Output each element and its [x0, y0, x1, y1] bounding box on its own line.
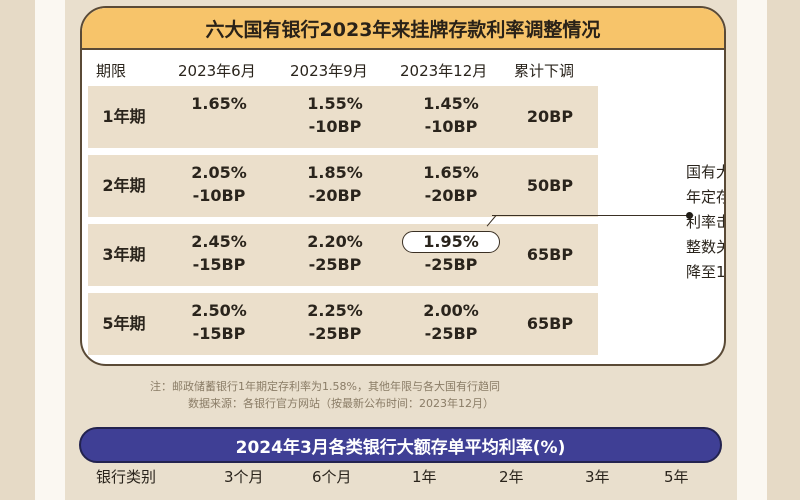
section2-title-banner: 2024年3月各类银行大额存单平均利率(%)	[79, 427, 722, 463]
total-cut: 50BP	[526, 176, 574, 195]
term-label: 3年期	[102, 245, 146, 264]
header-total: 累计下调	[514, 61, 575, 80]
header-jun: 2023年6月	[178, 61, 256, 80]
right-white-strip	[737, 0, 767, 500]
rate: 1.55%	[307, 94, 363, 113]
footnote-note: 注：邮政储蓄银行1年期定存利率为1.58%，其他年限与各大国有行趋同	[150, 380, 500, 393]
table-row: 5年期 2.50% -15BP 2.25% -25BP 2.00% -25BP 65B…	[88, 293, 598, 355]
table-row: 2年期 2.05% -10BP 1.85% -20BP 1.65% -20BP 50B…	[88, 155, 598, 217]
table-header: 期限 2023年6月 2023年9月 2023年12月 累计下调	[82, 52, 724, 88]
change: -10BP	[192, 186, 246, 205]
change: -15BP	[192, 324, 246, 343]
header-sep: 2023年9月	[290, 61, 368, 80]
change: -25BP	[308, 324, 362, 343]
change: -10BP	[424, 117, 478, 136]
change: -25BP	[308, 255, 362, 274]
term-label: 2年期	[102, 176, 146, 195]
rate: 2.45%	[191, 232, 247, 251]
term-label: 1年期	[102, 107, 146, 126]
header-dec: 2023年12月	[400, 61, 488, 80]
rate: 2.00%	[423, 301, 479, 320]
header-6m: 6个月	[312, 468, 352, 486]
table-row: 1年期 1.65% 1.55% -10BP 1.45% -10BP 20BP	[88, 86, 598, 148]
rate: 2.20%	[307, 232, 363, 251]
left-white-strip	[35, 0, 65, 500]
change: -15BP	[192, 255, 246, 274]
rate: 1.45%	[423, 94, 479, 113]
total-cut: 65BP	[526, 245, 574, 264]
footnote: 注：邮政储蓄银行1年期定存利率为1.58%，其他年限与各大国有行趋同 数据来源：…	[150, 378, 670, 412]
rate: 1.85%	[307, 163, 363, 182]
rate: 1.65%	[423, 163, 479, 182]
change: -25BP	[424, 324, 478, 343]
footnote-source: 数据来源：各银行官方网站（按最新公布时间：2023年12月）	[188, 397, 494, 410]
term-label: 5年期	[102, 314, 146, 333]
header-bank-type: 银行类别	[96, 468, 157, 486]
total-cut: 20BP	[526, 107, 574, 126]
change: -10BP	[308, 117, 362, 136]
callout-dot	[686, 212, 693, 219]
rate: 1.65%	[191, 94, 247, 113]
rate: 2.25%	[307, 301, 363, 320]
highlighted-rate: 1.95%	[402, 231, 500, 253]
total-cut: 65BP	[526, 314, 574, 333]
table-row: 3年期 2.45% -15BP 2.20% -25BP 1.95% -25BP 65B…	[88, 224, 598, 286]
rate-adjustment-card: 六大国有银行2023年来挂牌存款利率调整情况 期限 2023年6月 2023年9…	[80, 6, 726, 366]
change: -20BP	[308, 186, 362, 205]
callout-line	[492, 215, 690, 216]
header-term: 期限	[96, 61, 127, 80]
header-2y: 2年	[499, 468, 524, 486]
rate: 2.05%	[191, 163, 247, 182]
rate: 2.50%	[191, 301, 247, 320]
header-1y: 1年	[412, 468, 437, 486]
header-5y: 5年	[664, 468, 689, 486]
card-title: 六大国有银行2023年来挂牌存款利率调整情况	[82, 8, 724, 50]
change: -20BP	[424, 186, 478, 205]
change: -25BP	[424, 255, 478, 274]
section2-header: 银行类别 3个月 6个月 1年 2年 3年 5年	[0, 466, 800, 496]
callout-note: 国有大行三 年定存挂牌 利率击穿2% 整数关口， 降至1.95%	[686, 163, 726, 281]
header-3y: 3年	[585, 468, 610, 486]
header-3m: 3个月	[224, 468, 264, 486]
